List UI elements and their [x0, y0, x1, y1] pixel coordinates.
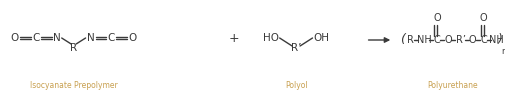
- Text: C: C: [433, 35, 440, 45]
- Text: HO: HO: [263, 33, 279, 43]
- Text: C: C: [108, 33, 115, 43]
- Text: O: O: [444, 35, 451, 45]
- Text: +: +: [229, 32, 239, 44]
- Text: OH: OH: [313, 33, 329, 43]
- Text: O: O: [128, 33, 136, 43]
- Text: Isocyanate Prepolymer: Isocyanate Prepolymer: [30, 82, 118, 90]
- Text: R: R: [70, 43, 77, 53]
- Text: O: O: [480, 13, 487, 23]
- Text: (: (: [399, 34, 405, 46]
- Text: O: O: [433, 13, 441, 23]
- Text: O: O: [469, 35, 477, 45]
- Text: N: N: [53, 33, 61, 43]
- Text: C: C: [32, 33, 39, 43]
- Text: C: C: [480, 35, 487, 45]
- Text: n: n: [501, 48, 505, 56]
- Text: R’: R’: [456, 35, 466, 45]
- Text: ): ): [497, 34, 502, 46]
- Text: Polyurethane: Polyurethane: [428, 82, 478, 90]
- Text: R’: R’: [291, 43, 301, 53]
- Text: R: R: [407, 35, 414, 45]
- Text: Polyol: Polyol: [285, 82, 308, 90]
- Text: NH: NH: [417, 35, 431, 45]
- Text: O: O: [11, 33, 19, 43]
- Text: N: N: [87, 33, 94, 43]
- Text: NH: NH: [489, 35, 503, 45]
